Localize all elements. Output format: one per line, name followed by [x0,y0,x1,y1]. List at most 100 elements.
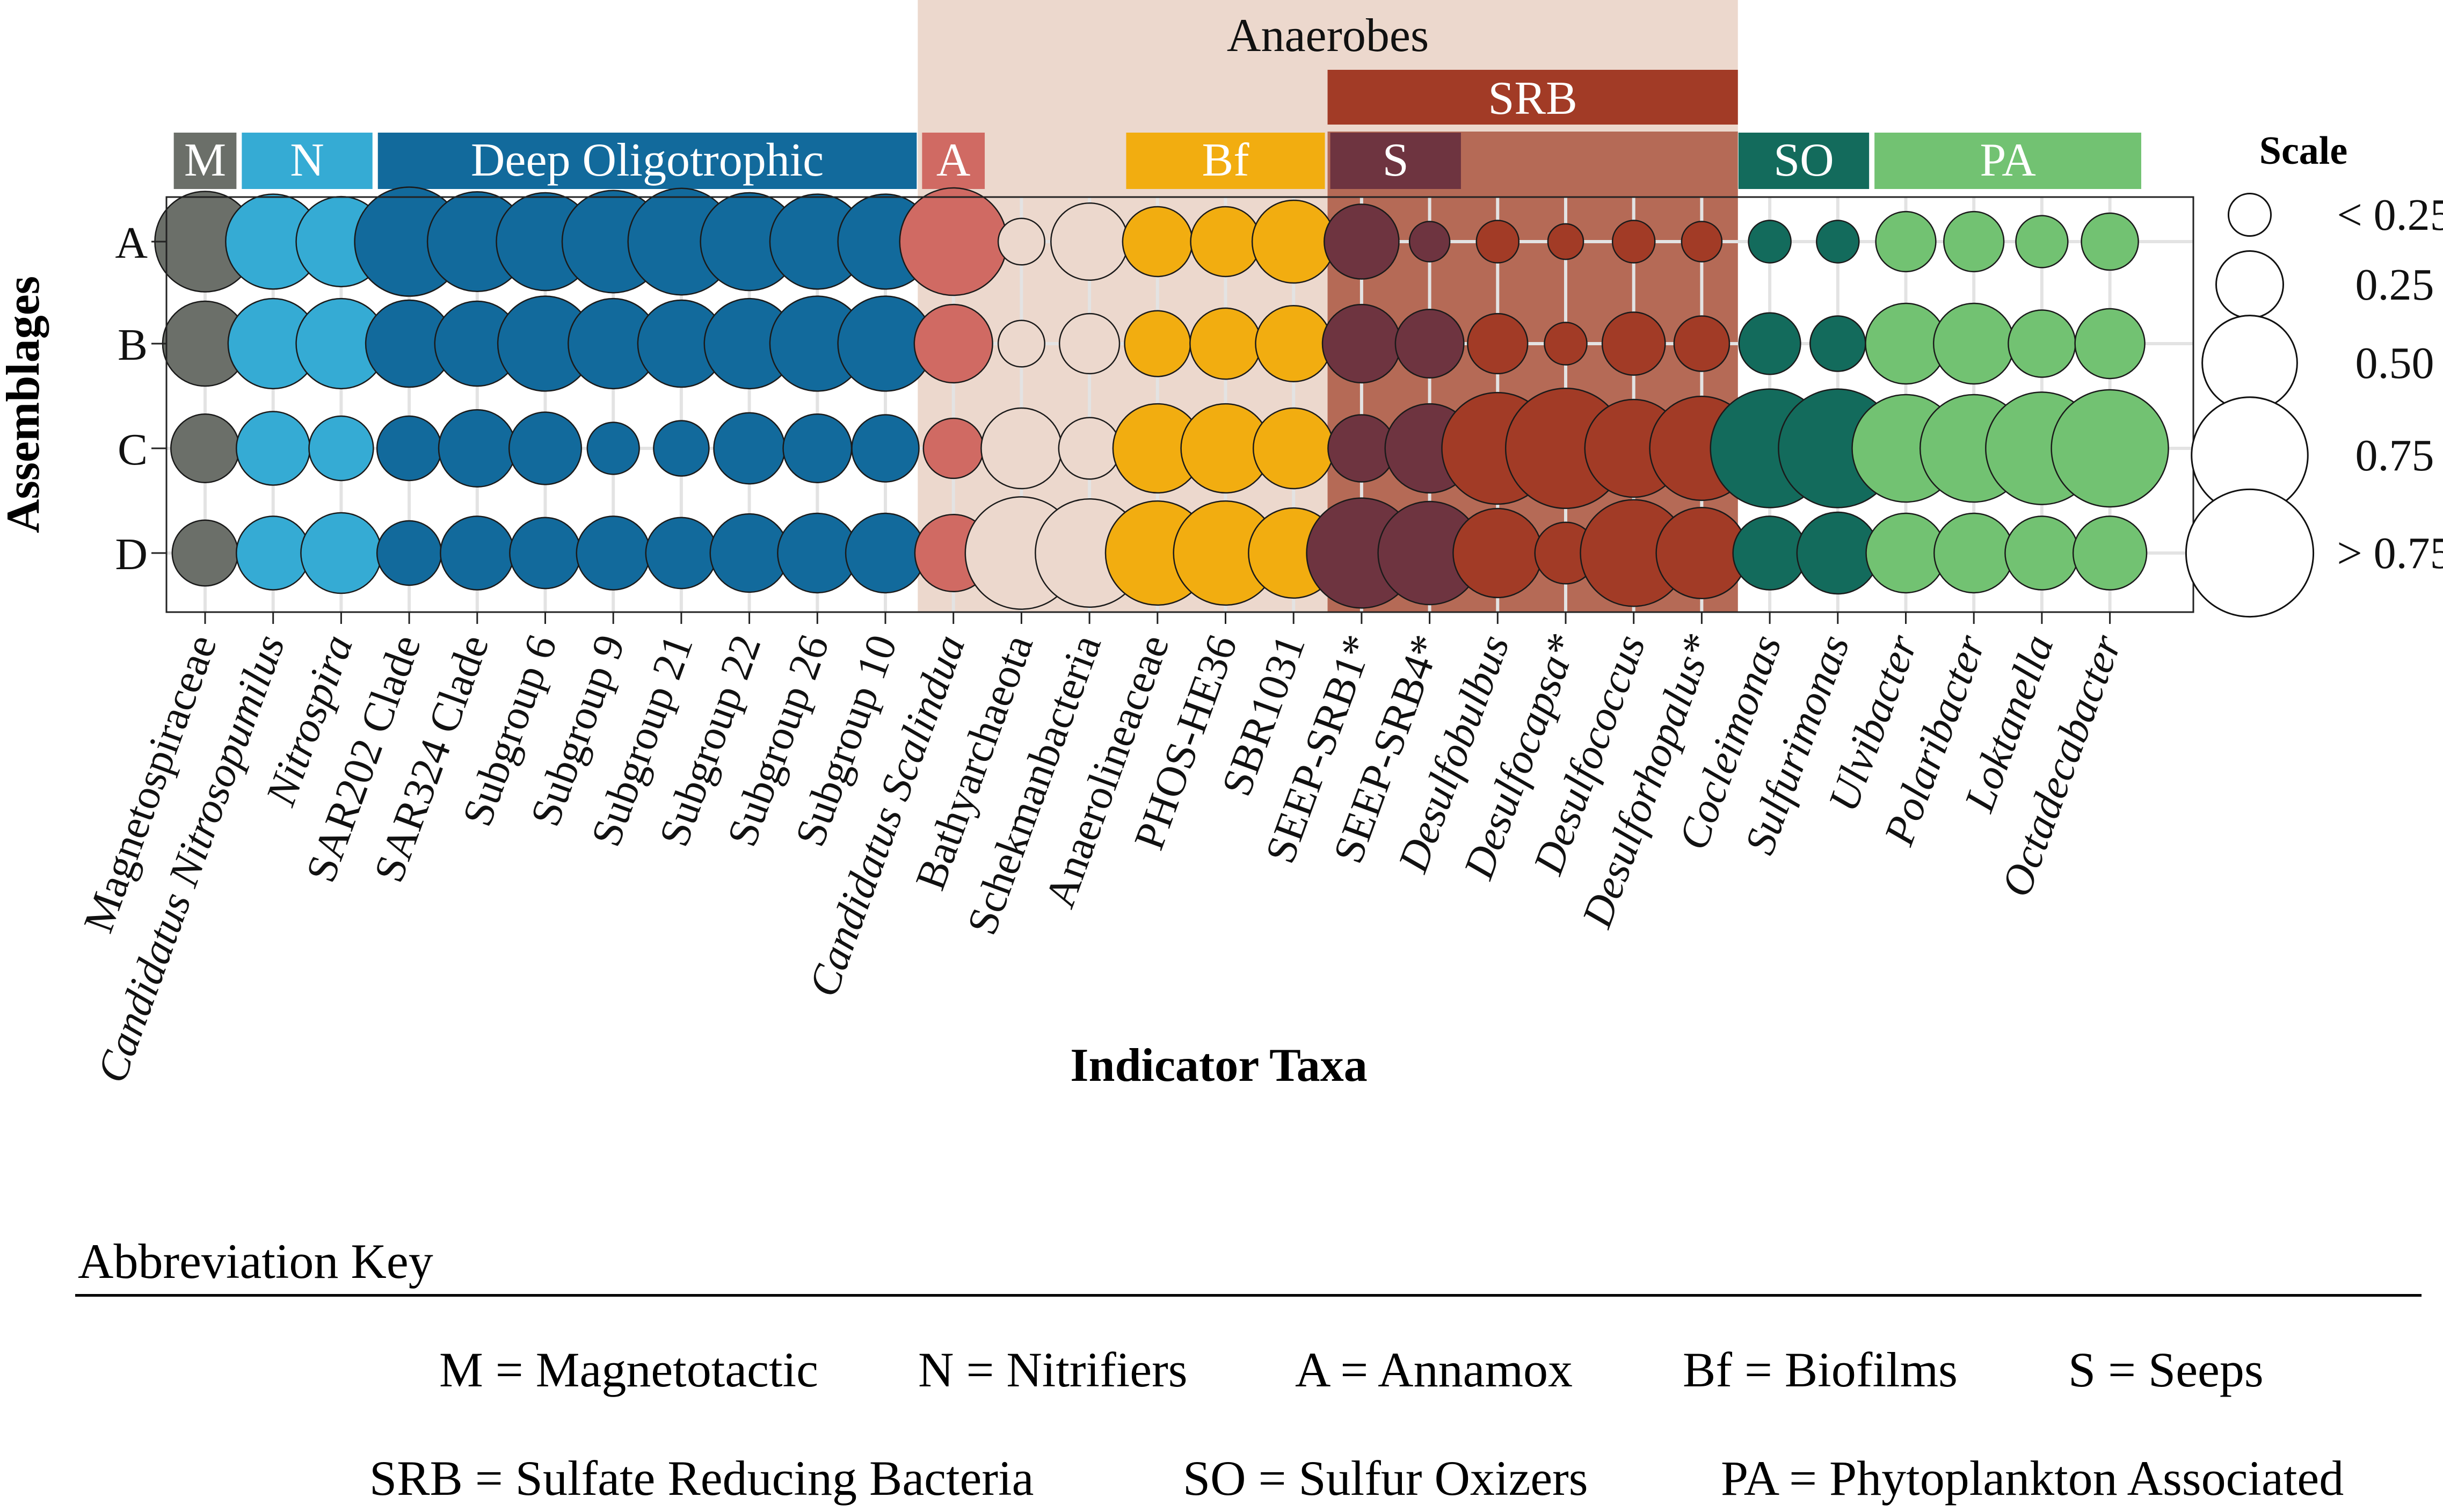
y-tick-label: B [118,320,148,370]
bubble-A-20 [1547,223,1584,260]
legend-label: 0.75 [2355,431,2434,481]
bubble-C-2 [308,415,374,482]
bubble-A-11 [899,187,1008,296]
bubble-D-0 [171,519,239,587]
bubble-C-3 [376,415,442,482]
key-annamox: A = Annamox [1295,1342,1573,1397]
bubble-B-11 [913,303,993,384]
bubble-C-12 [980,407,1063,490]
bubble-C-13 [1058,417,1121,480]
bubble-C-16 [1252,407,1335,490]
group-label-S: S [1383,134,1409,186]
bubble-D-8 [709,513,789,593]
group-band-SO [1738,133,1870,189]
bubble-D-6 [576,515,651,591]
group-band-N [242,133,373,189]
bubble-C-6 [586,421,640,475]
legend-label: 0.25 [2355,260,2434,310]
y-axis-title: Assemblages [0,276,49,533]
bubble-C-7 [653,420,710,477]
bubble-D-4 [440,515,515,591]
group-band-Bf [1126,133,1325,189]
bubble-D-27 [2004,515,2080,591]
plot-border [165,196,2194,613]
bubble-B-22 [1673,315,1731,372]
legend-label: < 0.25 [2337,190,2443,240]
bubble-A-25 [1875,210,1937,273]
key-biofilms: Bf = Biofilms [1683,1342,1958,1397]
group-band-A [922,133,985,189]
bubble-A-24 [1816,220,1860,264]
bubble-C-1 [235,411,311,486]
bubble-A-23 [1748,220,1792,264]
bubble-B-21 [1601,311,1666,376]
bubble-A-22 [1681,221,1723,263]
key-seeps: S = Seeps [2068,1342,2264,1397]
key-magnetotactic: M = Magnetotactic [439,1342,818,1397]
bubble-B-15 [1189,307,1262,380]
bubble-C-5 [508,411,583,485]
group-band-PA [1874,133,2141,189]
bubble-C-8 [713,412,786,485]
bubble-B-23 [1738,312,1801,375]
bubble-B-28 [2074,308,2146,380]
bubble-C-0 [170,413,240,483]
key-nitrifiers: N = Nitrifiers [918,1342,1188,1397]
group-bands: M N Deep Oligotrophic A Bf S SO PA SRB Anaerobes [173,10,2141,189]
bubble-D-3 [376,520,442,586]
legend-circle [2227,192,2272,237]
group-label-PA: PA [1980,134,2035,186]
bubble-A-13 [1050,202,1129,281]
srb-band [1327,70,1738,125]
anaerobes-label: Anaerobes [1227,10,1429,62]
x-axis-title: Indicator Taxa [1070,1040,1367,1092]
group-label-A: A [936,134,971,186]
legend-label: 0.50 [2355,338,2434,388]
legend-circle [2215,250,2284,319]
bubble-C-11 [922,417,984,479]
bubble-A-19 [1475,220,1520,264]
srb-label: SRB [1488,72,1577,125]
group-band-M [173,133,237,189]
bubble-D-19 [1452,507,1543,599]
bubble-B-26 [1932,302,2015,385]
key-phytoplankton: PA = Phytoplankton Associated [1721,1451,2344,1506]
legend-circle [2185,488,2315,618]
bubble-A-14 [1122,206,1194,278]
legend-label: > 0.75 [2337,528,2443,578]
bubble-B-18 [1394,309,1465,379]
group-band-S [1330,133,1461,189]
bubble-D-7 [645,517,718,590]
bubble-A-21 [1611,220,1656,264]
bubble-A-12 [997,217,1045,266]
bubble-B-16 [1255,305,1333,382]
bubble-B-24 [1809,315,1866,372]
bubble-D-2 [300,512,382,594]
bubble-B-17 [1321,303,1402,384]
bubble-C-9 [782,413,853,483]
bubble-D-28 [2072,515,2148,591]
bubble-A-15 [1190,206,1261,278]
bubble-D-10 [845,512,926,594]
bubble-B-19 [1467,312,1529,375]
bubble-C-4 [438,409,517,488]
bubble-A-16 [1251,199,1336,284]
legend-circle [2201,315,2298,411]
bubble-D-26 [1933,512,2015,594]
group-label-Bf: Bf [1202,134,1250,186]
bubble-B-13 [1058,312,1121,375]
bubble-A-28 [2081,212,2139,271]
scale-legend: Scale < 0.25 0.25 0.50 0.75 > 0.75 [2185,129,2443,618]
bubble-A-26 [1943,210,2005,273]
bubbles [154,186,2169,610]
bubble-C-28 [2051,389,2169,508]
group-label-DO: Deep Oligotrophic [471,134,824,186]
bubble-B-20 [1544,322,1588,366]
y-tick-label: A [115,218,148,268]
bubble-B-12 [997,319,1045,368]
bubble-D-5 [509,517,581,590]
bubble-B-14 [1124,310,1191,377]
y-tick-label: D [115,529,148,579]
bubble-B-27 [2008,309,2076,378]
